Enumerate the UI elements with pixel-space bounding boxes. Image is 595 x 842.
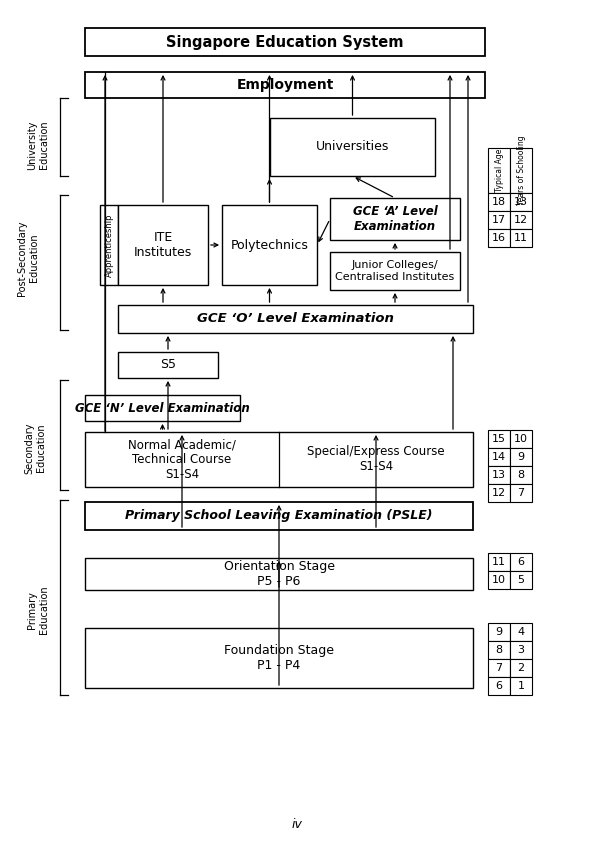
Text: 18: 18	[492, 197, 506, 207]
Bar	[85, 628, 473, 688]
Text: 12: 12	[514, 215, 528, 225]
Text: Polytechnics: Polytechnics	[231, 238, 308, 252]
Text: 9: 9	[518, 452, 525, 462]
Text: 7: 7	[518, 488, 525, 498]
Bar	[270, 118, 435, 176]
Text: 6: 6	[518, 557, 525, 567]
Bar	[510, 659, 532, 677]
Bar	[330, 198, 460, 240]
Text: iv: iv	[292, 818, 303, 830]
Bar	[488, 229, 510, 247]
Bar	[510, 229, 532, 247]
Bar	[488, 553, 510, 571]
Text: Special/Express Course
S1-S4: Special/Express Course S1-S4	[307, 445, 445, 473]
Text: Post-Secondary
Education: Post-Secondary Education	[17, 221, 39, 296]
Bar	[488, 677, 510, 695]
Bar	[510, 553, 532, 571]
Bar	[100, 205, 118, 285]
Bar	[510, 677, 532, 695]
Text: 9: 9	[496, 627, 503, 637]
Bar	[510, 430, 532, 448]
Text: GCE ‘A’ Level
Examination: GCE ‘A’ Level Examination	[353, 205, 437, 233]
Text: University
Education: University Education	[27, 120, 49, 170]
Bar	[488, 484, 510, 502]
Bar	[85, 28, 485, 56]
Bar	[330, 252, 460, 290]
Text: S5: S5	[160, 359, 176, 371]
Text: 1: 1	[518, 681, 525, 691]
Text: 14: 14	[492, 452, 506, 462]
Text: Universities: Universities	[316, 141, 389, 153]
Bar	[85, 502, 473, 530]
Text: 10: 10	[492, 575, 506, 585]
Text: Secondary
Education: Secondary Education	[24, 422, 46, 474]
Bar	[85, 558, 473, 590]
Text: Employment: Employment	[236, 78, 334, 92]
Bar	[488, 430, 510, 448]
Bar	[488, 211, 510, 229]
Bar	[510, 571, 532, 589]
Bar	[510, 623, 532, 641]
Text: Foundation Stage
P1 - P4: Foundation Stage P1 - P4	[224, 644, 334, 672]
Text: GCE ‘O’ Level Examination: GCE ‘O’ Level Examination	[197, 312, 394, 326]
Text: 6: 6	[496, 681, 503, 691]
Text: 2: 2	[518, 663, 525, 673]
Text: 16: 16	[492, 233, 506, 243]
Bar	[488, 623, 510, 641]
Text: Singapore Education System: Singapore Education System	[166, 35, 404, 50]
Bar	[118, 305, 473, 333]
Text: 15: 15	[492, 434, 506, 444]
Text: 12: 12	[492, 488, 506, 498]
Text: 10: 10	[514, 434, 528, 444]
Text: 17: 17	[492, 215, 506, 225]
Text: Junior Colleges/
Centralised Institutes: Junior Colleges/ Centralised Institutes	[336, 260, 455, 282]
Text: 5: 5	[518, 575, 525, 585]
Bar	[510, 484, 532, 502]
Text: 13: 13	[492, 470, 506, 480]
Text: Primary School Leaving Examination (PSLE): Primary School Leaving Examination (PSLE…	[126, 509, 433, 523]
Text: 4: 4	[518, 627, 525, 637]
Text: 11: 11	[514, 233, 528, 243]
Text: 13: 13	[514, 197, 528, 207]
Bar	[118, 352, 218, 378]
Text: ITE
Institutes: ITE Institutes	[134, 231, 192, 259]
Bar	[488, 448, 510, 466]
Text: Apprenticeship: Apprenticeship	[105, 213, 114, 277]
Bar	[510, 211, 532, 229]
Bar	[488, 659, 510, 677]
Bar	[222, 205, 317, 285]
Text: 8: 8	[518, 470, 525, 480]
Text: Normal Academic/
Technical Course
S1-S4: Normal Academic/ Technical Course S1-S4	[128, 438, 236, 481]
Bar	[510, 641, 532, 659]
Bar	[85, 395, 240, 421]
Bar	[488, 193, 510, 211]
Bar	[510, 466, 532, 484]
Bar	[488, 148, 510, 193]
Bar	[488, 641, 510, 659]
Text: GCE ‘N’ Level Examination: GCE ‘N’ Level Examination	[75, 402, 250, 414]
Bar	[510, 148, 532, 193]
Bar	[488, 466, 510, 484]
Bar	[510, 193, 532, 211]
Text: Years of Schooling: Years of Schooling	[516, 136, 525, 205]
Bar	[85, 432, 473, 487]
Bar	[510, 448, 532, 466]
Text: 3: 3	[518, 645, 525, 655]
Text: Orientation Stage
P5 - P6: Orientation Stage P5 - P6	[224, 560, 334, 588]
Text: 11: 11	[492, 557, 506, 567]
Text: 8: 8	[496, 645, 503, 655]
Bar	[85, 72, 485, 98]
Text: Typical Age: Typical Age	[494, 149, 503, 192]
Text: Primary
Education: Primary Education	[27, 586, 49, 634]
Bar	[118, 205, 208, 285]
Text: 7: 7	[496, 663, 503, 673]
Bar	[488, 571, 510, 589]
